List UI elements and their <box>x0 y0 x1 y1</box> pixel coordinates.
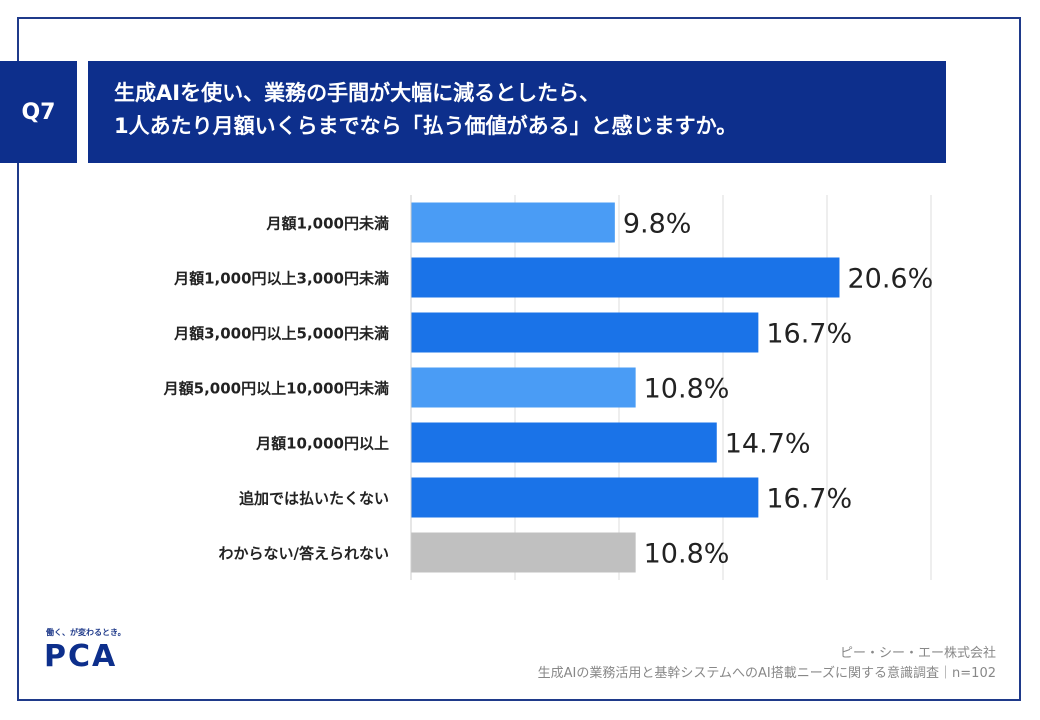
bar <box>411 312 759 353</box>
footer-company: ピー・シー・エー株式会社 <box>839 646 996 661</box>
category-label: 追加では払いたくない <box>239 490 389 508</box>
footer: ピー・シー・エー株式会社 生成AIの業務活用と基幹システムへのAI搭載ニーズに関… <box>538 644 996 684</box>
bar <box>411 367 636 408</box>
bar <box>411 257 840 298</box>
question-title-line-2: 1人あたり月額いくらまでなら「払う価値がある」と感じますか。 <box>114 114 738 138</box>
category-label: 月額3,000円以上5,000円未満 <box>173 325 389 343</box>
bar <box>411 477 759 518</box>
logo-tagline: 働く、が変わるとき。 <box>46 628 126 637</box>
category-label: わからない/答えられない <box>219 545 389 563</box>
question-title: 生成AIを使い、業務の手間が大幅に減るとしたら、 1人あたり月額いくらまでなら「… <box>88 61 946 163</box>
category-label: 月額10,000円以上 <box>255 435 389 453</box>
value-label: 16.7% <box>766 319 852 350</box>
footer-survey: 生成AIの業務活用と基幹システムへのAI搭載ニーズに関する意識調査｜n=102 <box>537 666 997 681</box>
bar <box>411 422 717 463</box>
pca-logo: PCA <box>44 639 118 674</box>
chart-frame <box>17 17 1021 701</box>
question-badge: Q7 <box>0 61 77 163</box>
category-label: 月額5,000円以上10,000円未満 <box>163 380 389 398</box>
value-label: 20.6% <box>847 264 933 295</box>
value-label: 14.7% <box>725 429 811 460</box>
category-label: 月額1,000円未満 <box>266 215 389 233</box>
value-label: 10.8% <box>644 374 730 405</box>
value-label: 10.8% <box>644 539 730 570</box>
bar <box>411 532 636 573</box>
category-label: 月額1,000円以上3,000円未満 <box>173 270 389 288</box>
bar <box>411 202 615 243</box>
value-label: 9.8% <box>623 209 692 240</box>
value-label: 16.7% <box>766 484 852 515</box>
question-title-line-1: 生成AIを使い、業務の手間が大幅に減るとしたら、 <box>114 81 601 105</box>
